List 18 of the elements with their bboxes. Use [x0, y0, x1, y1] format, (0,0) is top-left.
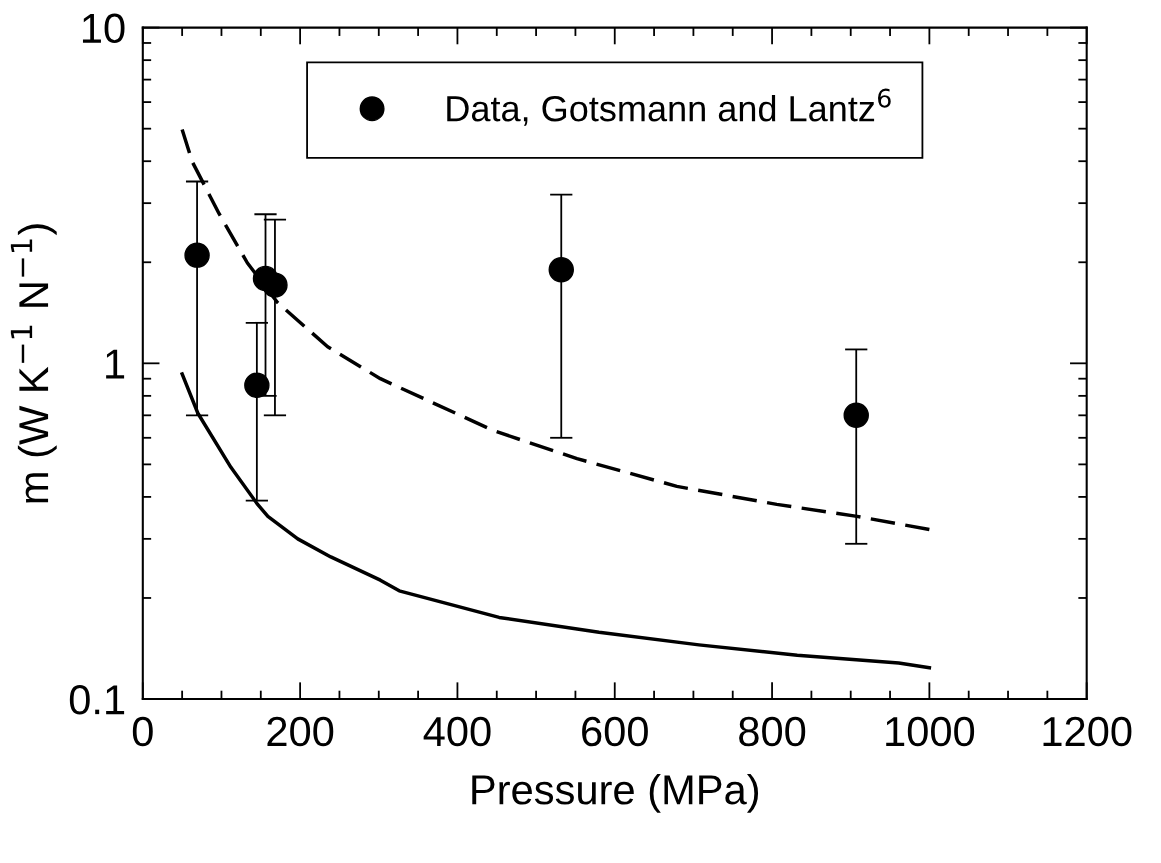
point	[843, 402, 869, 429]
x-tick-label: 1200	[1043, 716, 1132, 747]
y-axis-title: m (W K$^{−1}$ N$^{−1}$)	[10, 224, 57, 503]
x-tick-label: 0	[132, 716, 153, 747]
x-tick-label: 400	[423, 716, 491, 747]
x-tick-label: 1000	[886, 716, 975, 747]
x-tick-label: 600	[582, 716, 648, 747]
x-tick-label: 800	[739, 716, 806, 747]
y-tick-label: 10	[82, 13, 125, 44]
point	[184, 242, 210, 268]
x-axis-title: Pressure (MPa)	[472, 773, 759, 813]
point	[548, 257, 574, 283]
legend-label: Data, Gotsmann and Lantz$^{6}$	[447, 88, 891, 126]
point	[244, 372, 270, 399]
y-tick-label: 0.1	[69, 685, 125, 715]
y-tick-label: 1	[106, 349, 125, 379]
point	[262, 272, 288, 298]
x-tick-label: 200	[267, 716, 334, 747]
